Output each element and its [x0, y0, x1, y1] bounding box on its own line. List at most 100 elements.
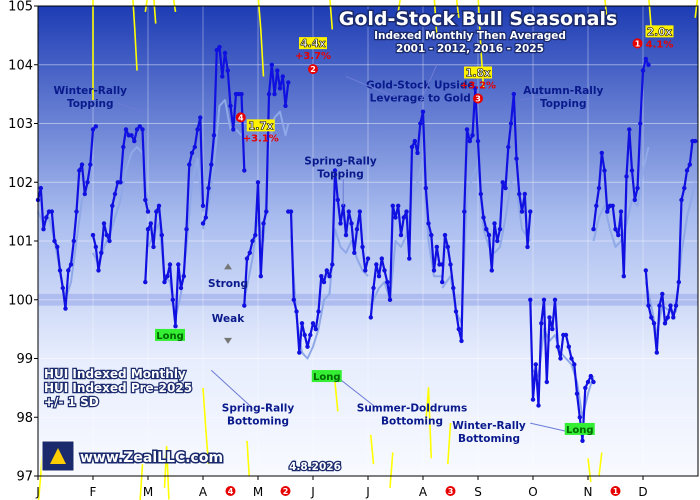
- x-badge-label: 4: [228, 487, 234, 496]
- data-point: [269, 62, 274, 67]
- data-point: [453, 309, 459, 314]
- data-point: [660, 291, 665, 297]
- data-point: [536, 403, 541, 408]
- data-point: [464, 127, 470, 132]
- data-point: [297, 350, 302, 355]
- data-point: [90, 127, 96, 132]
- data-point: [121, 144, 126, 150]
- data-point: [475, 138, 481, 144]
- series-line-segment: [447, 423, 452, 465]
- data-point: [676, 279, 681, 285]
- data-point: [52, 238, 57, 244]
- data-point: [566, 344, 571, 349]
- data-point: [638, 121, 643, 126]
- data-point: [330, 262, 335, 267]
- data-point: [211, 133, 217, 138]
- leverage-multiplier: 2.0x: [647, 26, 673, 38]
- data-point: [374, 262, 379, 267]
- data-point: [88, 162, 93, 167]
- date-stamp: 4.8.2026: [289, 461, 341, 473]
- data-point: [409, 144, 415, 150]
- data-point: [376, 274, 382, 279]
- y-tick-label: 101: [8, 235, 33, 250]
- series-line-segment: [153, 0, 157, 24]
- data-point: [514, 156, 519, 161]
- leverage-box: [645, 25, 674, 38]
- data-point: [99, 250, 104, 255]
- data-point: [528, 209, 533, 214]
- data-point: [585, 379, 591, 385]
- data-point: [462, 209, 467, 214]
- data-point: [569, 356, 574, 361]
- data-point: [316, 309, 321, 314]
- data-point: [71, 238, 77, 244]
- leverage-percent: +3.2%: [460, 81, 496, 92]
- data-point: [382, 268, 387, 273]
- data-point: [418, 121, 423, 126]
- data-point: [563, 332, 569, 338]
- x-tick-label: F: [90, 485, 97, 499]
- data-point: [605, 209, 610, 214]
- annotation-line: Bottoming: [381, 415, 443, 427]
- data-point: [266, 91, 272, 97]
- annotation-line: Topping: [317, 169, 364, 181]
- data-point: [478, 191, 483, 197]
- data-point: [643, 56, 648, 62]
- data-point: [250, 238, 255, 244]
- data-point: [489, 268, 494, 273]
- data-point: [156, 203, 162, 208]
- chart-subtitle-line-2: 2001 - 2012, 2016 - 2025: [396, 43, 544, 55]
- series-line-segment: [598, 452, 603, 477]
- data-point: [343, 232, 349, 238]
- data-point: [550, 326, 555, 332]
- data-point: [492, 221, 497, 226]
- data-point: [134, 127, 140, 132]
- series-line-segment: [587, 458, 592, 482]
- x-tick-label: M: [143, 485, 153, 499]
- data-point: [635, 185, 640, 191]
- x-tick-label: N: [584, 485, 593, 499]
- data-point: [693, 138, 698, 144]
- data-point: [258, 274, 263, 279]
- data-point: [654, 350, 659, 355]
- x-tick-label: A: [419, 485, 428, 499]
- data-point: [591, 379, 596, 385]
- data-point: [577, 415, 582, 420]
- series-line-segment: [144, 116, 205, 328]
- annotation-line: Gold-Stock Upside: [366, 79, 475, 91]
- data-point: [632, 197, 637, 203]
- data-point: [679, 197, 684, 203]
- data-point: [324, 268, 329, 273]
- data-point: [209, 162, 214, 167]
- x-tick-label: M: [253, 485, 263, 499]
- series-line-segment: [144, 0, 148, 13]
- series-line-segment: [644, 182, 697, 336]
- data-point: [522, 191, 527, 197]
- data-point: [618, 209, 624, 214]
- annotation-line: Bottoming: [227, 415, 289, 427]
- data-point: [583, 385, 588, 391]
- data-point: [616, 232, 621, 238]
- series-line-segment: [172, 0, 177, 13]
- legend-entry: HUI Indexed Pre-2025: [44, 381, 192, 395]
- data-point: [93, 244, 99, 250]
- data-point: [143, 279, 148, 285]
- series-line-segment: [433, 0, 438, 36]
- data-point: [145, 209, 151, 214]
- data-point: [310, 321, 316, 326]
- leverage-label: 1.7x+3.1% 4: [235, 112, 279, 144]
- data-point: [255, 180, 261, 185]
- leverage-badge-label: 1: [635, 39, 641, 48]
- data-point: [214, 47, 219, 53]
- series-line-segment: [592, 146, 650, 248]
- data-point: [313, 326, 318, 332]
- data-point: [393, 215, 398, 220]
- data-point: [352, 250, 357, 255]
- data-point: [167, 262, 173, 267]
